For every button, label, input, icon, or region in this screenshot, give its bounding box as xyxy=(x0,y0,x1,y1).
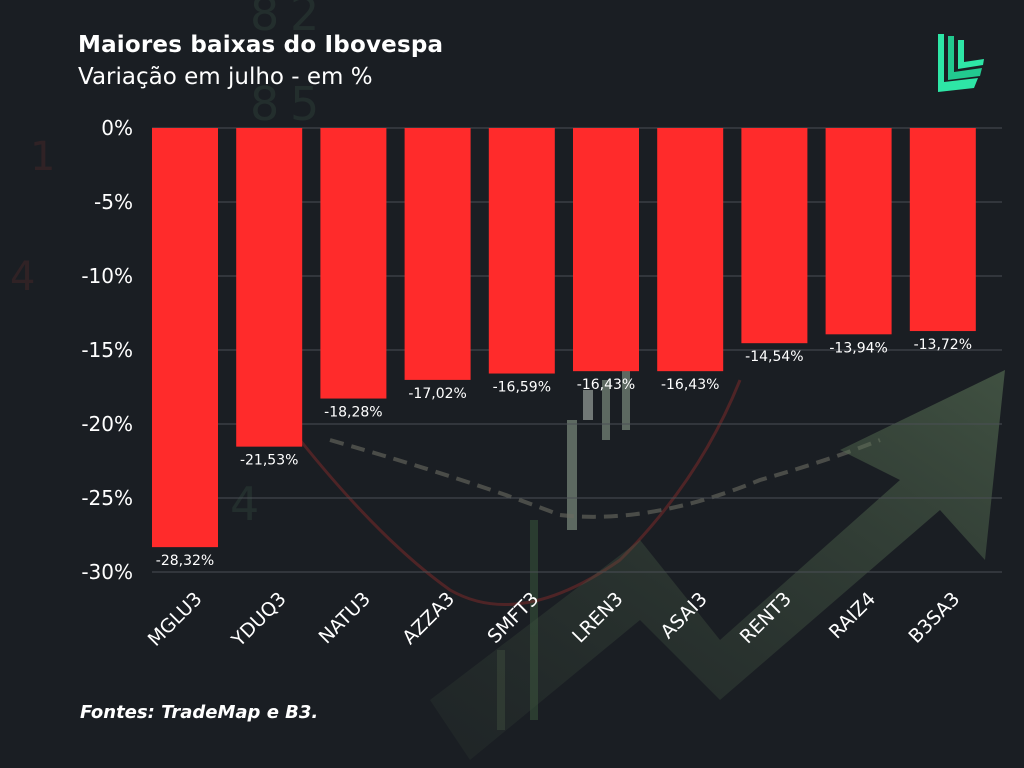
bar-smft3 xyxy=(488,128,555,374)
data-label: -18,28% xyxy=(324,405,382,421)
bar-raiz4 xyxy=(825,128,892,335)
chart-subtitle: Variação em julho - em % xyxy=(78,64,373,90)
svg-text:8: 8 xyxy=(250,77,279,131)
svg-text:8: 8 xyxy=(250,0,279,41)
x-tick-label: MGLU3 xyxy=(144,588,207,651)
data-label: -16,43% xyxy=(577,377,635,393)
x-tick-label: SMFT3 xyxy=(483,588,543,648)
y-tick-label: 0% xyxy=(101,116,133,140)
data-label: -13,94% xyxy=(829,340,887,356)
svg-text:1: 1 xyxy=(30,134,55,180)
bar-b3sa3 xyxy=(909,128,976,332)
x-tick-label: B3SA3 xyxy=(904,588,964,648)
bar-rent3 xyxy=(741,128,808,344)
svg-text:2: 2 xyxy=(290,0,319,41)
x-tick-label: AZZA3 xyxy=(398,588,459,649)
x-tick-label: NATU3 xyxy=(315,588,375,648)
bar-natu3 xyxy=(320,128,387,399)
y-tick-label: -5% xyxy=(94,190,133,214)
data-label: -13,72% xyxy=(914,337,972,353)
y-tick-label: -25% xyxy=(81,486,133,510)
x-tick-label: LREN3 xyxy=(568,588,627,647)
data-label: -28,32% xyxy=(156,553,214,569)
svg-text:4: 4 xyxy=(230,477,259,531)
bar-mglu3 xyxy=(152,128,218,548)
y-tick-label: -10% xyxy=(81,264,133,288)
svg-text:4: 4 xyxy=(10,254,35,300)
data-label: -17,02% xyxy=(408,386,466,402)
data-label: -14,54% xyxy=(745,349,803,365)
y-tick-label: -20% xyxy=(81,412,133,436)
data-label: -16,43% xyxy=(661,377,719,393)
data-label: -21,53% xyxy=(240,453,298,469)
svg-text:5: 5 xyxy=(290,77,319,131)
x-tick-label: RENT3 xyxy=(736,588,796,648)
bar-yduq3 xyxy=(236,128,303,447)
y-tick-label: -15% xyxy=(81,338,133,362)
bar-lren3 xyxy=(573,128,639,372)
data-label: -16,59% xyxy=(493,380,551,396)
x-tick-label: RAIZ4 xyxy=(825,588,880,643)
chart-title: Maiores baixas do Ibovespa xyxy=(78,32,444,58)
bar-asai3 xyxy=(657,128,724,372)
bar-azza3 xyxy=(404,128,471,380)
source-note: Fontes: TradeMap e B3. xyxy=(80,702,319,723)
brand-logo-icon xyxy=(938,34,984,92)
y-tick-label: -30% xyxy=(81,560,133,584)
x-tick-label: ASAI3 xyxy=(657,588,712,643)
x-tick-label: YDUQ3 xyxy=(227,588,291,652)
